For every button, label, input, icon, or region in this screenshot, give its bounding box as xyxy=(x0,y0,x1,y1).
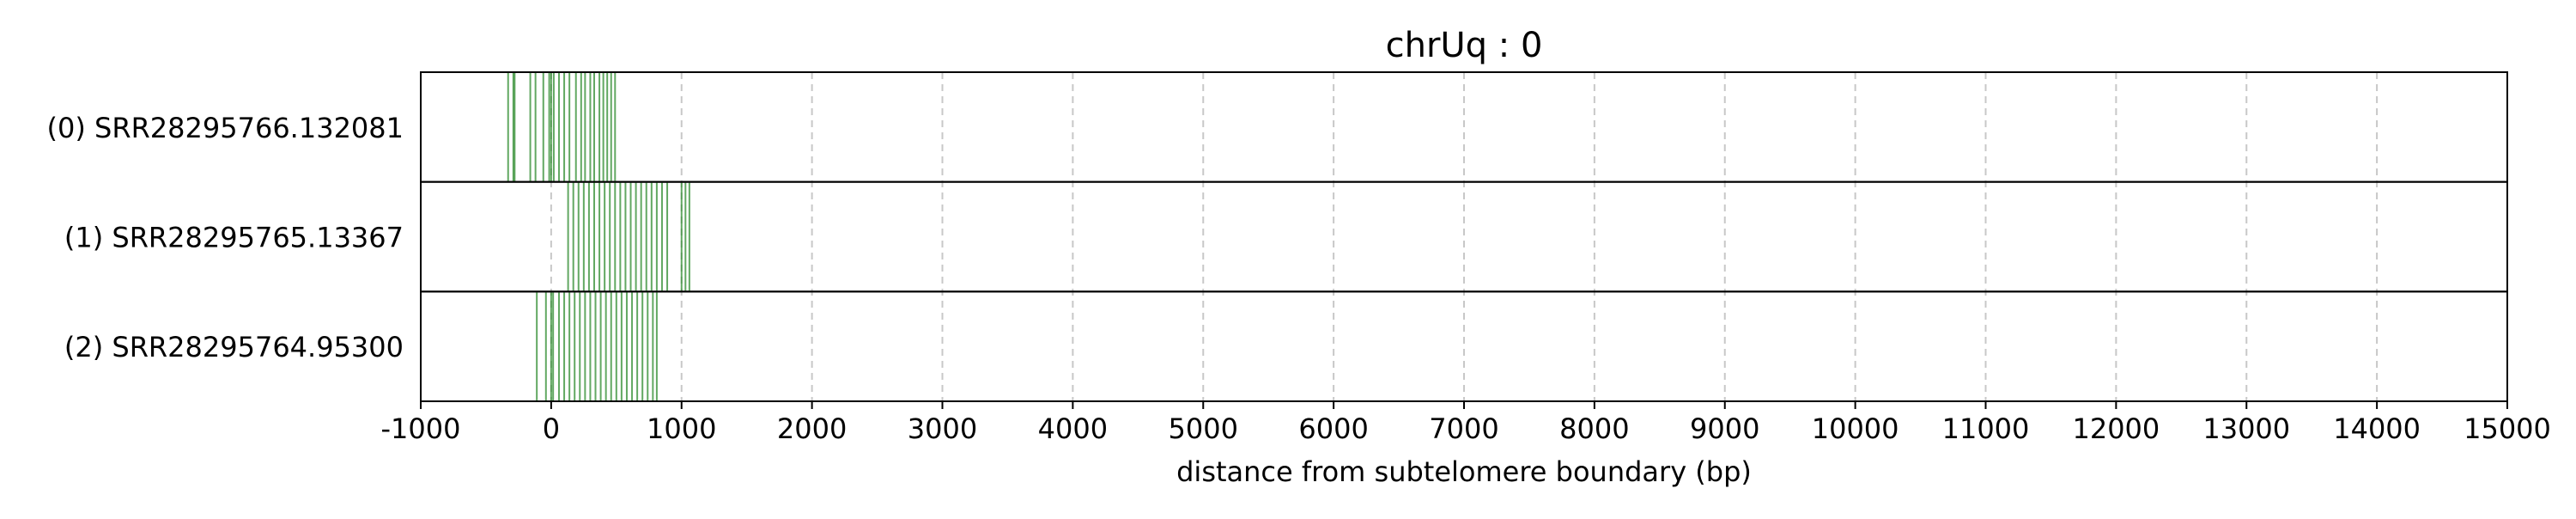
x-tick-label: 8000 xyxy=(1559,412,1629,445)
row-labels: (0) SRR28295766.132081 (1) SRR28295765.13… xyxy=(47,112,404,363)
x-tick-label: 15000 xyxy=(2464,412,2551,445)
x-tick-label: 4000 xyxy=(1038,412,1108,445)
grid-lines xyxy=(550,72,2379,401)
x-tick-label: 2000 xyxy=(777,412,847,445)
x-tick-label: 12000 xyxy=(2072,412,2160,445)
x-tick-label: 9000 xyxy=(1690,412,1759,445)
x-axis-label: distance from subtelomere boundary (bp) xyxy=(1176,455,1752,488)
x-tick-label: 1000 xyxy=(647,412,716,445)
x-tick-label: 7000 xyxy=(1429,412,1498,445)
x-tick-label: 6000 xyxy=(1298,412,1368,445)
row-frame xyxy=(420,290,2508,403)
x-tick-label: 5000 xyxy=(1169,412,1238,445)
x-tick-label: 13000 xyxy=(2202,412,2290,445)
chart-title: chrUq : 0 xyxy=(1386,26,1543,65)
row-label: (1) SRR28295765.13367 xyxy=(64,222,404,254)
x-tick-label: 14000 xyxy=(2333,412,2421,445)
x-tick-label: 0 xyxy=(543,412,560,445)
x-tick-label: 3000 xyxy=(908,412,977,445)
row-label: (2) SRR28295764.95300 xyxy=(64,331,404,363)
row-label: (0) SRR28295766.132081 xyxy=(47,112,404,144)
data-marks xyxy=(507,73,690,400)
x-tick-label: 11000 xyxy=(1942,412,2030,445)
x-axis-ticks: -1000 0 1000 2000 3000 4000 5000 6000 7000 8000 90… xyxy=(381,401,2551,445)
x-tick-label: -1000 xyxy=(381,412,461,445)
x-tick-label: 10000 xyxy=(1812,412,1899,445)
